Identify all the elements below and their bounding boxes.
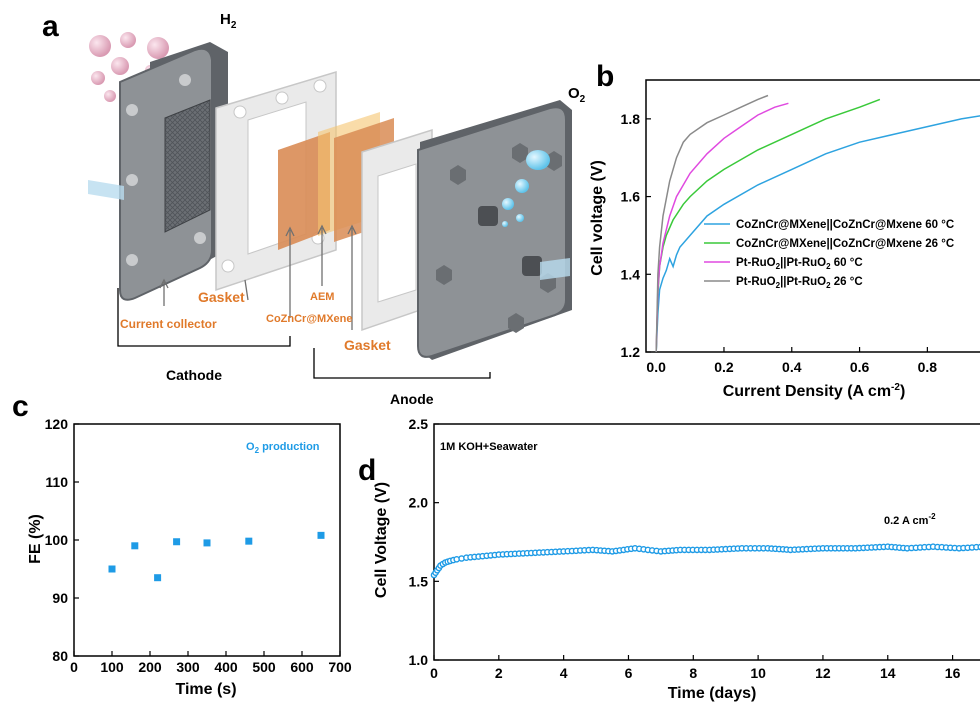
chart-c-xtick-label: 500 bbox=[252, 659, 276, 675]
chart-b-plot: 0.0 0.2 0.4 0.6 0.8 1.2 1.4 1.6 1.8 bbox=[621, 79, 980, 375]
chart-b-ytick-label: 1.6 bbox=[621, 189, 641, 205]
chart-c-ytick-label: 100 bbox=[45, 532, 69, 548]
panel-a-schematic: a H2 bbox=[42, 10, 586, 407]
chart-c-data-point bbox=[154, 574, 162, 582]
chart-b-xtick-label: 0.4 bbox=[782, 359, 802, 375]
chart-c-data-point bbox=[203, 539, 211, 547]
oxygen-bubbles-icon bbox=[502, 150, 550, 227]
anode-end-plate-icon bbox=[417, 100, 572, 360]
panel-d-stability-chart: d 0 2 4 6 8 10 12 14 161.01.52.02.5 Time (days) … bbox=[358, 416, 980, 702]
current-collector-label: Current collector bbox=[120, 317, 217, 331]
chart-d-xtick-label: 10 bbox=[750, 665, 766, 681]
chart-c-xtick-label: 300 bbox=[176, 659, 200, 675]
chart-d-xtick-label: 6 bbox=[625, 665, 633, 681]
legend-entry-series-3: Pt-RuO2||Pt-RuO2 60 °C bbox=[736, 257, 863, 271]
chart-d-xtick-label: 8 bbox=[689, 665, 697, 681]
chart-d-frame bbox=[433, 423, 980, 661]
chart-c-ylabel: FE (%) bbox=[27, 514, 44, 564]
chart-d-xtick-label: 2 bbox=[495, 665, 503, 681]
chart-c-xlabel: Time (s) bbox=[175, 681, 236, 698]
chart-b-ytick-label: 1.4 bbox=[621, 266, 641, 282]
chart-d-xtick-label: 0 bbox=[430, 665, 438, 681]
chart-d-plot: 0 2 4 6 8 10 12 14 16 1.0 1.5 2.0 2.5 bbox=[409, 416, 980, 681]
cathode-label: Cathode bbox=[166, 367, 222, 383]
chart-c-ytick-label: 110 bbox=[45, 474, 68, 490]
chart-b-xlabel: Current Density (A cm-2) bbox=[723, 382, 906, 400]
panel-label-d: d bbox=[358, 454, 376, 487]
legend-entry-series-2: CoZnCr@MXene||CoZnCr@Mxene 26 °C bbox=[736, 238, 954, 250]
chart-c-annotation: O2 production bbox=[246, 441, 320, 455]
panel-label-b: b bbox=[596, 60, 614, 93]
legend-entry-series-1: CoZnCr@MXene||CoZnCr@Mxene 60 °C bbox=[736, 219, 954, 231]
catalyst-label: CoZnCr@MXene bbox=[266, 313, 353, 325]
chart-d-ytick-label: 1.5 bbox=[409, 573, 429, 589]
gasket-right-label: Gasket bbox=[344, 337, 391, 353]
chart-c-xtick-label: 600 bbox=[290, 659, 314, 675]
chart-b-series-line-1 bbox=[655, 115, 980, 353]
panel-label-c: c bbox=[12, 390, 29, 423]
legend-entry-series-4: Pt-RuO2||Pt-RuO2 26 °C bbox=[736, 276, 863, 290]
chart-c-data-point bbox=[173, 538, 181, 546]
chart-b-xtick-label: 0.8 bbox=[918, 359, 938, 375]
chart-d-ytick-label: 1.0 bbox=[409, 652, 429, 668]
chart-b-xtick-label: 0.2 bbox=[714, 359, 734, 375]
chart-c-xtick-label: 400 bbox=[214, 659, 238, 675]
chart-d-xtick-label: 16 bbox=[945, 665, 961, 681]
chart-b-series-line-3 bbox=[655, 102, 789, 353]
gasket-left-label: Gasket bbox=[198, 289, 245, 305]
aem-label: AEM bbox=[310, 291, 334, 303]
chart-d-ytick-label: 2.0 bbox=[409, 495, 429, 511]
chart-d-xtick-label: 12 bbox=[815, 665, 831, 681]
h2-label: H2 bbox=[220, 11, 237, 31]
chart-d-electrolyte-annotation: 1M KOH+Seawater bbox=[440, 441, 538, 453]
chart-b-legend: CoZnCr@MXene||CoZnCr@Mxene 60 °C CoZnCr@… bbox=[704, 219, 954, 290]
chart-b-xtick-label: 0.6 bbox=[850, 359, 870, 375]
chart-d-ylabel: Cell Voltage (V) bbox=[373, 482, 390, 598]
chart-d-current-annotation: 0.2 A cm-2 bbox=[884, 512, 936, 527]
chart-c-ytick-label: 80 bbox=[52, 648, 68, 664]
chart-b-series-line-4 bbox=[655, 94, 769, 353]
callout-lines bbox=[117, 224, 491, 379]
chart-b-ytick-label: 1.2 bbox=[621, 344, 641, 360]
panel-b-polarization-chart: b 0.0 0.2 0.4 0.6 0.8 1.2 1.4 1.6 1.8 Current De… bbox=[589, 60, 980, 400]
panel-label-a: a bbox=[42, 10, 59, 43]
chart-c-ytick-label: 120 bbox=[45, 416, 69, 432]
chart-c-ytick-label: 90 bbox=[52, 590, 68, 606]
chart-d-xlabel: Time (days) bbox=[668, 685, 757, 702]
chart-c-xtick-label: 100 bbox=[100, 659, 124, 675]
chart-c-plot: 0 100 200 300 400 500 600 700 80 90 100 110 120 bbox=[45, 416, 352, 675]
chart-b-ylabel: Cell voltage (V) bbox=[589, 160, 606, 276]
chart-c-data-point bbox=[245, 537, 253, 545]
panel-c-faradaic-efficiency-chart: c 0 100 200 300 400 500 600 700 80 90 100 110 120 Ti… bbox=[12, 390, 352, 698]
chart-d-xtick-label: 14 bbox=[880, 665, 896, 681]
chart-c-xtick-label: 700 bbox=[328, 659, 352, 675]
chart-c-data-point bbox=[317, 531, 325, 539]
chart-d-xtick-label: 4 bbox=[560, 665, 568, 681]
chart-c-xtick-label: 200 bbox=[138, 659, 162, 675]
chart-b-frame bbox=[645, 79, 980, 353]
chart-d-ytick-label: 2.5 bbox=[409, 416, 429, 432]
chart-c-data-point bbox=[108, 565, 116, 573]
chart-b-ytick-label: 1.8 bbox=[621, 111, 641, 127]
chart-c-xtick-label: 0 bbox=[70, 659, 78, 675]
o2-label: O2 bbox=[568, 85, 586, 105]
chart-c-data-point bbox=[131, 542, 139, 550]
cathode-end-plate-icon bbox=[88, 42, 228, 301]
chart-b-xtick-label: 0.0 bbox=[646, 359, 666, 375]
right-gasket-icon bbox=[361, 128, 433, 332]
anode-label: Anode bbox=[390, 391, 434, 407]
